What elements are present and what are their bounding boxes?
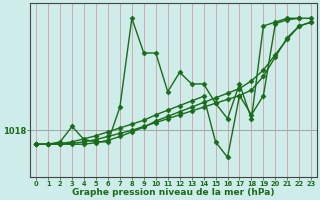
X-axis label: Graphe pression niveau de la mer (hPa): Graphe pression niveau de la mer (hPa) xyxy=(72,188,275,197)
